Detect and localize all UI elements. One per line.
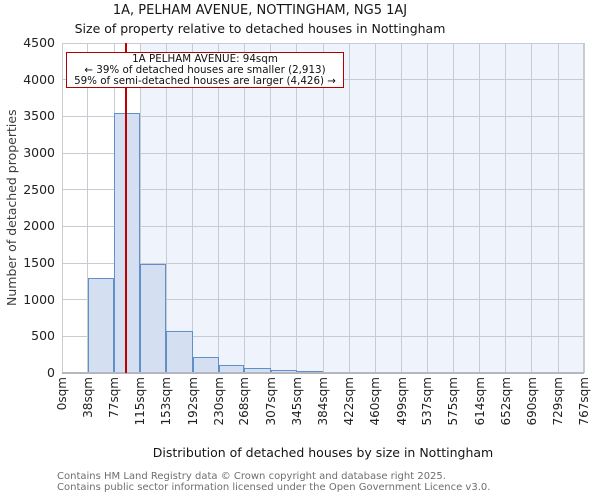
chart-subtitle: Size of property relative to detached ho…	[74, 21, 446, 36]
y-axis-tick-label: 1500	[23, 255, 55, 270]
horizontal-gridline	[62, 299, 584, 301]
annotation-line-1: 1A PELHAM AVENUE: 94sqm	[132, 53, 278, 65]
vertical-gridline	[165, 43, 167, 373]
vertical-gridline	[583, 43, 585, 373]
vertical-gridline	[479, 43, 481, 373]
x-axis-tick-label: 153sqm	[159, 377, 174, 426]
x-axis-tick-label: 767sqm	[577, 377, 591, 426]
y-axis-tick-label: 4500	[23, 35, 55, 50]
y-axis-tick-label: 3500	[23, 108, 55, 124]
vertical-gridline	[139, 43, 141, 373]
annotation-line-2: ← 39% of detached houses are smaller (2,…	[84, 64, 326, 77]
vertical-gridline	[505, 43, 507, 373]
vertical-gridline	[218, 43, 220, 373]
annotation-line-3: 59% of semi-detached houses are larger (…	[74, 75, 336, 88]
x-axis-tick-label: 115sqm	[133, 377, 148, 426]
histogram-bar	[166, 331, 193, 373]
y-axis-label: Number of detached properties	[4, 109, 19, 307]
x-axis-tick-label: 499sqm	[394, 377, 409, 426]
horizontal-gridline	[62, 335, 584, 337]
x-axis-tick-label: 460sqm	[368, 377, 383, 426]
x-axis-tick-label: 0sqm	[55, 377, 69, 411]
x-axis-tick-label: 307sqm	[263, 377, 278, 426]
plot-area: 1A PELHAM AVENUE: 94sqm ← 39% of detache…	[61, 42, 585, 374]
histogram-bar	[87, 277, 115, 373]
vertical-gridline	[348, 43, 350, 373]
x-axis-tick-label: 575sqm	[446, 377, 461, 426]
histogram-bar	[270, 370, 297, 373]
y-axis-tick-label: 500	[31, 328, 55, 344]
y-axis-tick-label: 1000	[23, 291, 55, 307]
vertical-gridline	[270, 43, 272, 373]
x-axis-tick-label: 38sqm	[80, 377, 95, 418]
x-axis-tick-label: 384sqm	[316, 377, 331, 426]
y-axis-tick-label: 0	[47, 365, 55, 380]
vertical-gridline	[557, 43, 559, 373]
vertical-gridline	[243, 43, 245, 373]
x-axis-tick-label: 192sqm	[185, 377, 200, 426]
x-axis-tick-label: 230sqm	[211, 377, 226, 426]
x-axis-tick-label: 614sqm	[472, 377, 487, 426]
vertical-gridline	[426, 43, 428, 373]
property-marker-line	[124, 43, 127, 373]
x-axis-tick-label: 652sqm	[498, 377, 513, 426]
x-axis-tick-label: 537sqm	[420, 377, 435, 426]
horizontal-gridline	[62, 152, 584, 154]
y-axis-tick-label: 2000	[23, 218, 55, 234]
vertical-gridline	[87, 43, 89, 373]
y-axis-tick-label: 2500	[23, 181, 55, 197]
plot-spine-right	[583, 43, 584, 373]
histogram-bar	[114, 112, 141, 373]
shaded-region	[140, 43, 584, 373]
vertical-gridline	[296, 43, 298, 373]
plot-spine-left	[62, 43, 63, 373]
horizontal-gridline	[62, 115, 584, 117]
horizontal-gridline	[62, 225, 584, 227]
y-axis-tick-label: 4000	[23, 71, 55, 87]
x-axis-tick-label: 345sqm	[289, 377, 304, 426]
vertical-gridline	[374, 43, 376, 373]
histogram-bar	[192, 356, 219, 373]
horizontal-gridline	[62, 189, 584, 191]
histogram-bar	[218, 364, 245, 373]
annotation-box: 1A PELHAM AVENUE: 94sqm ← 39% of detache…	[66, 52, 344, 88]
footer-attribution-1: Contains HM Land Registry data © Crown c…	[57, 471, 446, 482]
x-axis-tick-label: 422sqm	[342, 377, 357, 426]
vertical-gridline	[401, 43, 403, 373]
x-axis-tick-label: 77sqm	[107, 377, 122, 418]
vertical-gridline	[452, 43, 454, 373]
vertical-gridline	[322, 43, 324, 373]
vertical-gridline	[192, 43, 194, 373]
x-axis-label: Distribution of detached houses by size …	[152, 445, 494, 460]
footer-attribution-2: Contains public sector information licen…	[57, 482, 491, 493]
chart-title: 1A, PELHAM AVENUE, NOTTINGHAM, NG5 1AJ	[112, 3, 408, 18]
histogram-bar	[140, 264, 167, 373]
horizontal-gridline	[62, 262, 584, 264]
histogram-bar	[244, 367, 271, 373]
y-axis-tick-label: 3000	[23, 145, 55, 160]
x-axis-tick-label: 690sqm	[524, 377, 539, 426]
x-axis-tick-label: 268sqm	[237, 377, 252, 426]
plot-spine-top	[62, 43, 584, 44]
plot-spine-bottom	[62, 372, 584, 374]
x-axis-tick-label: 729sqm	[551, 377, 566, 426]
vertical-gridline	[531, 43, 533, 373]
